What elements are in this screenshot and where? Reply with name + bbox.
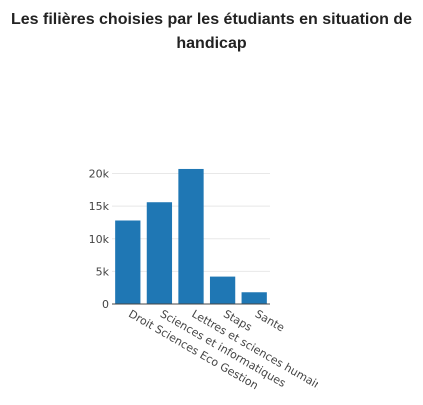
y-tick-label: 10k [89,233,110,246]
bar[interactable] [241,292,267,304]
y-tick-label: 5k [96,265,110,278]
x-tick-label: Sante [253,307,287,334]
bar[interactable] [178,168,204,304]
y-tick-label: 0 [102,298,109,311]
bar[interactable] [146,202,173,304]
chart-title: Les filières choisies par les étudiants … [10,11,412,52]
y-tick-labels: 0 5k 10k 15k 20k [89,168,110,311]
bar[interactable] [209,276,236,304]
y-tick-label: 15k [89,200,110,213]
bars-group [115,168,267,304]
y-tick-label: 20k [89,168,110,181]
bar[interactable] [115,220,141,304]
